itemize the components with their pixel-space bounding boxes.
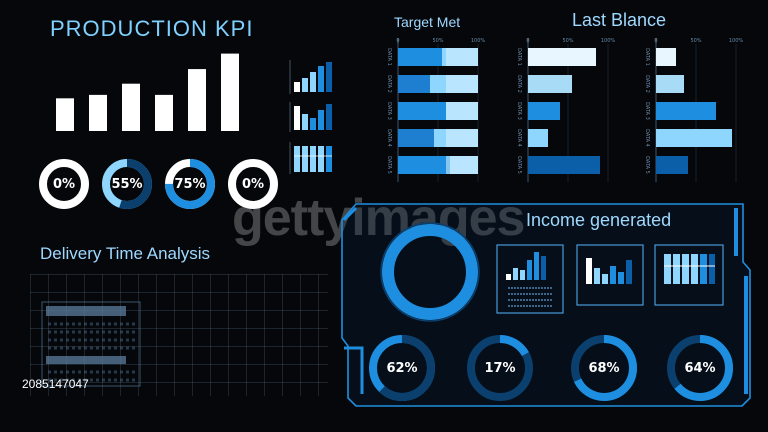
kpi-ring-label: 0% [241,176,265,192]
income-ring-group: 62% 17% 68% 64% [368,334,738,404]
balance-bar [528,156,600,174]
kpi-ring: 0% [38,158,90,210]
target-bar-segment [398,156,450,174]
income-heading: Income generated [526,210,672,230]
balance-bar [656,156,688,174]
category-label: DATA 3 [516,102,522,120]
income-panel-3 [654,244,724,306]
income-ring-arc [369,335,435,401]
mini-chart-2 [289,102,332,132]
target-met-heading: Target Met [394,14,461,30]
axis-tick: 100% [601,38,616,44]
target-bar-segment [398,129,434,147]
page-title: PRODUCTION KPI [50,16,254,41]
target-bar-segment [398,102,446,120]
income-ring: 62% [368,334,436,402]
kpi-bar [89,94,107,131]
mini-chart-3 [289,142,332,174]
category-label: DATA 5 [386,156,392,174]
mini-chart-1 [289,60,332,94]
kpi-ring: 0% [227,158,279,210]
category-label: DATA 5 [516,156,522,174]
axis-tick: 0 [526,38,529,44]
kpi-ring-group: 0% 55% 75% 0% [38,158,288,212]
category-label: DATA 4 [386,129,392,147]
delivery-heading: Delivery Time Analysis [40,244,211,263]
category-label: DATA 4 [644,129,650,147]
category-label: DATA 2 [644,75,650,93]
kpi-bar [221,53,239,131]
income-ring: 68% [570,334,638,402]
axis-tick: 50% [432,38,443,44]
kpi-bar [188,69,206,131]
last-balance-chart-a: 0 50% 100% DATA 1 DATA 2 DATA 3 DATA 4 DATA 5 [516,38,616,182]
income-ring: 17% [466,334,534,402]
target-met-chart: 0 50% 100% DATA 1 DATA 2 DATA 3 DATA 4 DATA 5 [386,38,486,182]
income-ring-arc [571,335,637,401]
kpi-bar-chart [56,53,239,131]
income-ring-label: 64% [684,360,716,376]
category-label: DATA 4 [516,129,522,147]
axis-tick: 100% [471,38,486,44]
axis-tick: 50% [690,38,701,44]
category-label: DATA 3 [644,102,650,120]
balance-bar [656,75,684,93]
balance-bar [528,102,560,120]
balance-bar [656,48,676,66]
delivery-grid [30,274,328,396]
balance-bar [656,102,716,120]
balance-bar [528,129,548,147]
income-ring-label: 17% [484,360,516,376]
delivery-table [41,301,141,387]
axis-tick: 0 [654,38,657,44]
income-ring-label: 68% [588,360,620,376]
income-ring: 64% [666,334,734,402]
target-bar-segment [398,75,430,93]
balance-bar [528,48,596,66]
kpi-ring-arc [165,159,215,209]
kpi-bar [155,94,173,131]
category-label: DATA 5 [644,156,650,174]
balance-bar [656,129,732,147]
kpi-bar [122,83,140,131]
kpi-ring-arc [102,159,152,209]
income-ring-label: 62% [386,360,418,376]
axis-tick: 0 [396,38,399,44]
axis-tick: 50% [562,38,573,44]
income-big-ring [380,222,480,322]
income-panel-2 [576,244,644,306]
category-label: DATA 2 [516,75,522,93]
kpi-ring-label: 75% [174,176,206,192]
balance-bar [528,75,572,93]
kpi-ring-label: 0% [52,176,76,192]
watermark: gettyimages [232,188,525,248]
kpi-bar [56,98,74,131]
kpi-ring: 75% [164,158,216,210]
income-ring-arc [667,335,733,401]
category-label: DATA 1 [386,48,392,66]
income-ring-arc [467,335,533,401]
axis-tick: 100% [729,38,744,44]
category-label: DATA 2 [386,75,392,93]
category-label: DATA 3 [386,102,392,120]
category-label: DATA 1 [516,48,522,66]
last-balance-chart-b: 0 50% 100% DATA 1 DATA 2 DATA 3 DATA 4 DATA 5 [644,38,744,182]
last-balance-heading: Last Blance [572,10,667,30]
category-label: DATA 1 [644,48,650,66]
target-bar-segment [398,48,442,66]
image-id: 2085147047 [22,377,89,391]
kpi-ring: 55% [101,158,153,210]
kpi-ring-label: 55% [111,176,143,192]
income-panel-1 [496,244,564,314]
